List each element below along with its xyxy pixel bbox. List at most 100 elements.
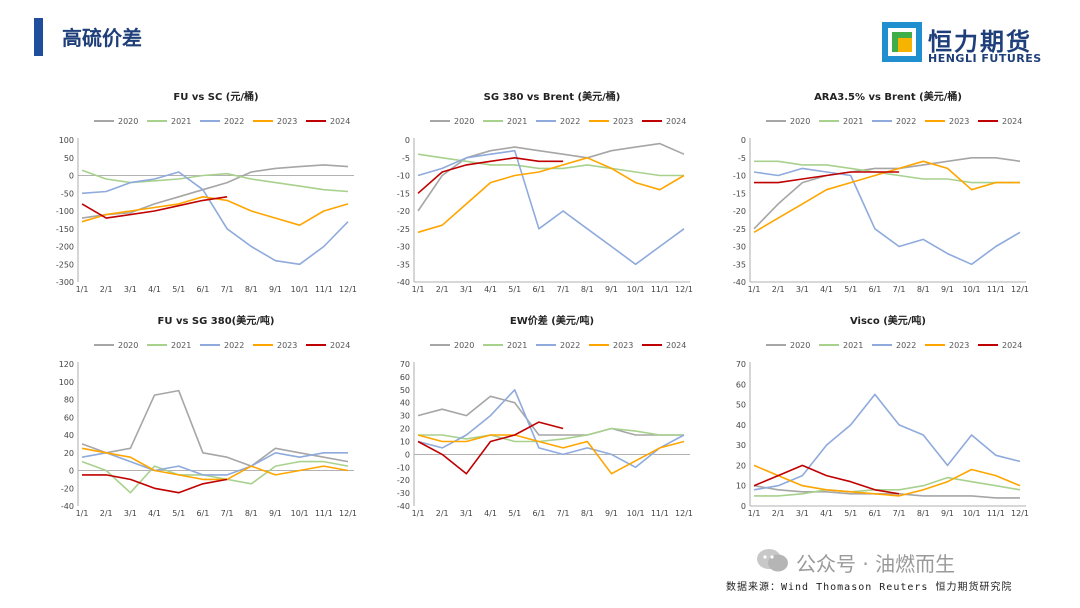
legend-label: 2021 — [843, 341, 863, 350]
logo-en-text: HENGLI FUTURES — [928, 52, 1042, 65]
y-tick-label: -10 — [397, 172, 410, 181]
x-tick-label: 5/1 — [172, 285, 185, 294]
legend-label: 2020 — [454, 341, 474, 350]
series-line-2024 — [753, 464, 900, 495]
y-tick-label: 20 — [736, 461, 746, 470]
y-tick-label: -300 — [56, 278, 74, 287]
x-tick-label: 2/1 — [100, 285, 113, 294]
x-tick-label: 11/1 — [987, 509, 1005, 518]
y-tick-label: 50 — [400, 386, 410, 395]
chart-fu-vs-sc: FU vs SC (元/桶) 2020 2021 2022 2023 2024 -300 -2… — [56, 90, 357, 294]
chart-fu-vs-sg380: FU vs SG 380(美元/吨) 2020 2021 2022 2023 2024 -4… — [59, 314, 357, 518]
y-tick-label: 40 — [736, 421, 746, 430]
x-tick-label: 6/1 — [868, 509, 881, 518]
series-line-2022 — [753, 393, 1021, 491]
legend-label: 2022 — [896, 117, 916, 126]
x-tick-label: 2/1 — [772, 285, 785, 294]
legend-label: 2024 — [1002, 117, 1022, 126]
x-tick-label: 11/1 — [315, 285, 333, 294]
x-tick-label: 5/1 — [844, 509, 857, 518]
legend-label: 2024 — [330, 341, 350, 350]
x-tick-label: 9/1 — [605, 509, 618, 518]
y-tick-label: -30 — [397, 489, 410, 498]
y-tick-label: -100 — [56, 207, 74, 216]
legend-label: 2023 — [949, 341, 969, 350]
chart-panel-6: Visco (美元/吨) 2020 2021 2022 2023 2024 0 10 20 30 4… — [714, 308, 1034, 523]
series-line-2021 — [754, 160, 1020, 184]
page-title: 高硫价差 — [62, 26, 142, 50]
x-tick-label: 2/1 — [436, 509, 449, 518]
x-tick-label: 10/1 — [963, 509, 981, 518]
legend-label: 2020 — [790, 117, 810, 126]
chart-ara-vs-brent: ARA3.5% vs Brent (美元/桶) 2020 2021 2022 2023 2… — [733, 90, 1029, 294]
chart-panel-3: ARA3.5% vs Brent (美元/桶) 2020 2021 2022 2023 2… — [714, 84, 1034, 299]
y-tick-label: -40 — [733, 278, 746, 287]
series-line-2020 — [753, 157, 1021, 230]
series-line-2023 — [417, 434, 685, 475]
legend-label: 2021 — [171, 341, 191, 350]
y-tick-label: -150 — [56, 225, 74, 234]
series-line-2020 — [753, 484, 1020, 499]
x-tick-label: 10/1 — [291, 285, 309, 294]
watermark: 公众号 · 油燃而生 — [756, 548, 955, 576]
legend-label: 2022 — [224, 341, 244, 350]
chart-panel-5: EW价差 (美元/吨) 2020 2021 2022 2023 2024 -40 -30 -20… — [378, 308, 698, 523]
x-tick-label: 6/1 — [532, 285, 545, 294]
x-tick-label: 10/1 — [627, 509, 645, 518]
legend-label: 2024 — [330, 117, 350, 126]
x-tick-label: 9/1 — [941, 285, 954, 294]
series-line-2020 — [417, 142, 685, 212]
y-tick-label: -50 — [61, 189, 74, 198]
x-tick-label: 9/1 — [605, 285, 618, 294]
logo-cn-text: 恒力期货 — [928, 28, 1032, 56]
legend-label: 2020 — [118, 117, 138, 126]
series-line-2024 — [82, 474, 228, 494]
chart-panel-4: FU vs SG 380(美元/吨) 2020 2021 2022 2023 2024 -4… — [42, 308, 362, 523]
x-tick-label: 11/1 — [651, 285, 669, 294]
x-tick-label: 5/1 — [508, 509, 521, 518]
x-tick-label: 7/1 — [893, 285, 906, 294]
series-line-2024 — [417, 157, 564, 194]
legend-label: 2024 — [666, 117, 686, 126]
chart-sg380-vs-brent: SG 380 vs Brent (美元/桶) 2020 2021 2022 2023 20… — [397, 90, 693, 294]
x-tick-label: 8/1 — [917, 509, 930, 518]
x-tick-label: 5/1 — [172, 509, 185, 518]
x-tick-label: 4/1 — [484, 285, 497, 294]
y-tick-label: 10 — [736, 482, 746, 491]
series-line-2021 — [418, 427, 684, 443]
x-tick-label: 3/1 — [124, 285, 137, 294]
chart-title: FU vs SG 380(美元/吨) — [158, 314, 275, 327]
chart-ew-spread: EW价差 (美元/吨) 2020 2021 2022 2023 2024 -40 -30 -20… — [397, 314, 693, 518]
chart-title: FU vs SC (元/桶) — [173, 90, 258, 103]
watermark-text: 公众号 · 油燃而生 — [796, 552, 956, 576]
x-tick-label: 12/1 — [339, 509, 357, 518]
x-tick-label: 1/1 — [412, 285, 425, 294]
series-line-2023 — [753, 464, 1021, 497]
y-tick-label: 40 — [400, 399, 410, 408]
chart-title: ARA3.5% vs Brent (美元/桶) — [814, 90, 962, 103]
y-tick-label: 80 — [64, 396, 74, 405]
x-tick-label: 9/1 — [941, 509, 954, 518]
legend-label: 2024 — [666, 341, 686, 350]
legend-label: 2021 — [507, 341, 527, 350]
legend-label: 2022 — [224, 117, 244, 126]
y-tick-label: -200 — [56, 243, 74, 252]
x-tick-label: 1/1 — [412, 509, 425, 518]
y-tick-label: -5 — [738, 154, 746, 163]
x-tick-label: 12/1 — [675, 285, 693, 294]
y-tick-label: 100 — [59, 378, 74, 387]
y-tick-label: 60 — [736, 380, 746, 389]
y-tick-label: -15 — [397, 189, 410, 198]
y-tick-label: -20 — [397, 207, 410, 216]
series-line-2020 — [417, 395, 684, 436]
x-tick-label: 6/1 — [196, 285, 209, 294]
legend-label: 2022 — [896, 341, 916, 350]
x-tick-label: 3/1 — [796, 285, 809, 294]
series-line-2021 — [754, 476, 1021, 497]
x-tick-label: 1/1 — [76, 285, 89, 294]
x-tick-label: 9/1 — [269, 285, 282, 294]
x-tick-label: 4/1 — [148, 285, 161, 294]
wechat-icon — [757, 549, 788, 572]
series-line-2022 — [753, 167, 1021, 266]
y-tick-label: 0 — [69, 172, 74, 181]
